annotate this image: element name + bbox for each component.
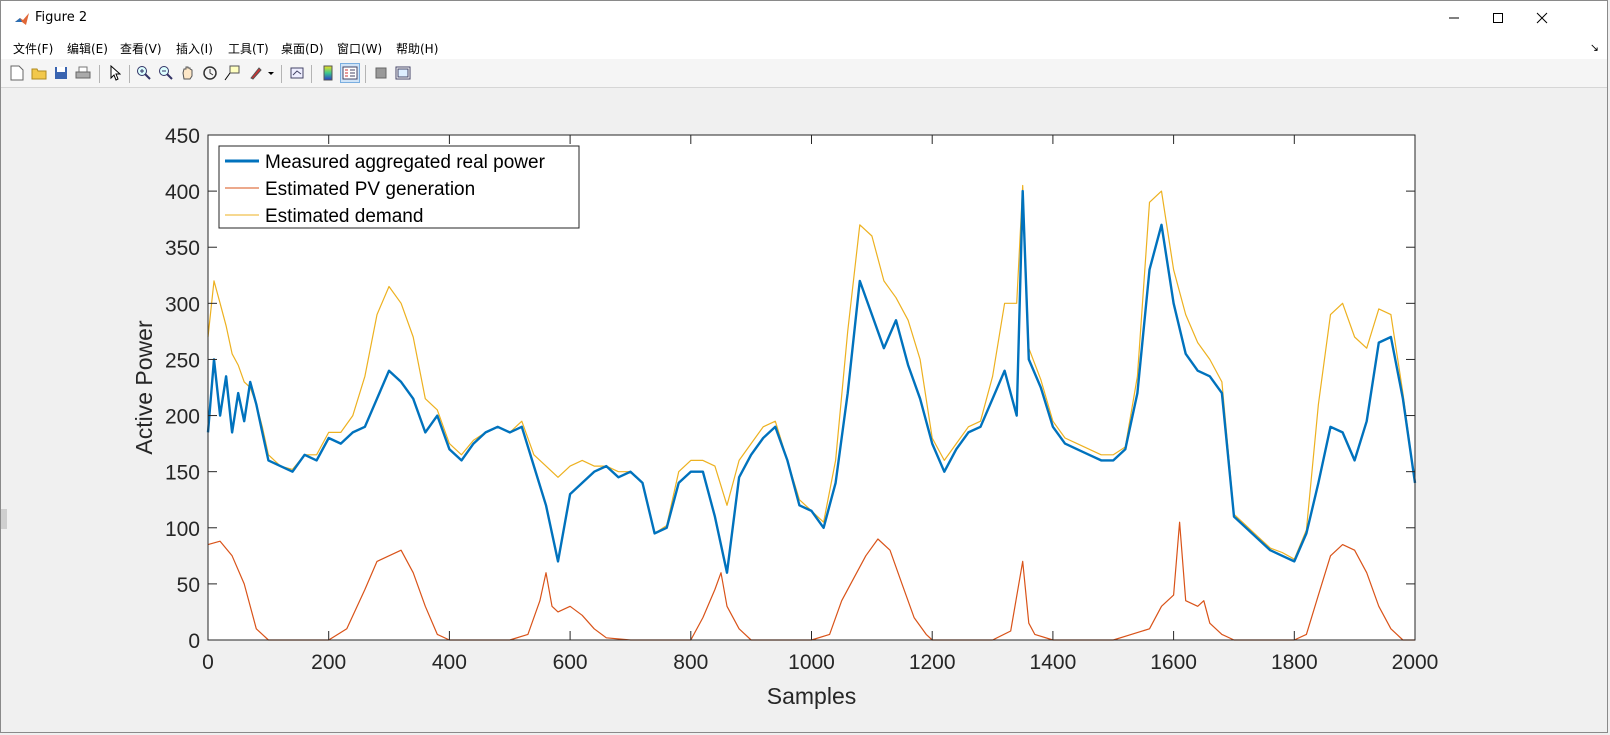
legend-box [218, 145, 580, 229]
y-tick-label: 400 [165, 181, 200, 204]
new-figure-icon [10, 65, 24, 81]
legend-button[interactable] [340, 63, 360, 83]
print-icon [75, 66, 91, 79]
series-line-pv[interactable] [207, 521, 1415, 641]
close-icon [1536, 12, 1548, 24]
y-axis-label: Active Power [131, 320, 157, 455]
hide-plot-tools-button[interactable] [371, 63, 391, 83]
matlab-logo-icon [14, 11, 30, 27]
brush-icon [250, 67, 262, 80]
zoom-in-icon [137, 66, 151, 80]
x-tick-label: 1800 [1271, 651, 1318, 674]
rotate-3d-button[interactable] [200, 63, 220, 83]
menu-desktop[interactable]: 桌面(D) [281, 42, 324, 56]
menu-help[interactable]: 帮助(H) [396, 42, 439, 56]
colorbar-button[interactable] [318, 63, 338, 83]
figure-toolbar [1, 59, 1607, 88]
show-plot-tools-button[interactable] [393, 63, 413, 83]
legend-entry-pv: Estimated PV generation [265, 179, 475, 200]
tick-layer: 0 200 400 600 800 1000 1200 1400 1600 1800 2000 0 50… [165, 125, 1438, 674]
open-file-button[interactable] [29, 63, 49, 83]
menu-tools[interactable]: 工具(T) [228, 42, 269, 56]
hide-plot-tools-icon [375, 67, 387, 79]
zoom-out-icon [159, 66, 173, 80]
zoom-in-button[interactable] [134, 63, 154, 83]
menu-file[interactable]: 文件(F) [13, 42, 54, 56]
save-button[interactable] [51, 63, 71, 83]
y-tick-label: 450 [165, 125, 200, 148]
figure-canvas: 0 200 400 600 800 1000 1200 1400 1600 1800 2000 0 50… [7, 89, 1601, 729]
edit-plot-button[interactable] [105, 63, 125, 83]
edit-plot-arrow-icon [110, 65, 121, 81]
y-tick-label: 300 [165, 293, 200, 316]
toolbar-separator [129, 65, 130, 83]
link-plot-button[interactable] [287, 63, 307, 83]
y-tick-label: 150 [165, 462, 200, 485]
y-tick-label: 50 [177, 574, 200, 597]
legend-icon [342, 66, 358, 80]
show-plot-tools-icon [395, 66, 411, 80]
x-tick-label: 400 [432, 651, 467, 674]
y-tick-label: 0 [188, 630, 200, 653]
x-axis-label: Samples [767, 683, 856, 709]
minimize-button[interactable] [1431, 1, 1477, 35]
zoom-out-button[interactable] [156, 63, 176, 83]
plot-axes[interactable]: 0 200 400 600 800 1000 1200 1400 1600 1800 2000 0 50… [7, 89, 1601, 729]
pan-button[interactable] [178, 63, 198, 83]
save-icon [55, 67, 67, 79]
menu-window[interactable]: 窗口(W) [337, 42, 383, 56]
minimize-icon [1449, 17, 1459, 19]
x-tick-label: 1200 [909, 651, 956, 674]
x-tick-label: 800 [673, 651, 708, 674]
resize-edge [1, 509, 7, 529]
print-button[interactable] [73, 63, 93, 83]
toolbar-separator [99, 65, 100, 83]
x-tick-label: 1000 [788, 651, 835, 674]
dock-arrow-icon[interactable]: ↘ [1589, 41, 1599, 54]
y-tick-label: 200 [165, 406, 200, 429]
data-cursor-icon [224, 65, 240, 81]
close-button[interactable] [1519, 1, 1565, 35]
rotate-3d-icon [203, 66, 217, 80]
toolbar-separator [281, 65, 282, 83]
x-tick-label: 2000 [1392, 651, 1439, 674]
y-tick-label: 250 [165, 349, 200, 372]
maximize-icon [1493, 13, 1503, 23]
maximize-button[interactable] [1475, 1, 1521, 35]
x-tick-label: 1400 [1030, 651, 1077, 674]
x-tick-label: 0 [202, 651, 214, 674]
brush-dropdown[interactable] [266, 63, 276, 83]
dropdown-arrow-icon [268, 72, 274, 75]
window-title: Figure 2 [35, 10, 88, 25]
y-tick-label: 100 [165, 518, 200, 541]
menu-view[interactable]: 查看(V) [120, 42, 162, 56]
menu-insert[interactable]: 插入(I) [176, 42, 213, 56]
y-tick-label: 350 [165, 237, 200, 260]
new-figure-button[interactable] [7, 63, 27, 83]
menu-bar: 文件(F) 编辑(E) 查看(V) 插入(I) 工具(T) 桌面(D) 窗口(W… [1, 35, 1607, 59]
series-line-measured[interactable] [206, 189, 1417, 574]
x-tick-label: 1600 [1150, 651, 1197, 674]
colorbar-icon [323, 65, 333, 81]
link-plot-icon [290, 67, 304, 79]
brush-button[interactable] [246, 63, 266, 83]
toolbar-separator [311, 65, 312, 83]
legend-entry-demand: Estimated demand [265, 206, 423, 227]
open-file-icon [31, 68, 47, 80]
menu-edit[interactable]: 编辑(E) [67, 42, 108, 56]
data-cursor-button[interactable] [222, 63, 242, 83]
pan-hand-icon [182, 66, 193, 80]
x-tick-label: 200 [311, 651, 346, 674]
legend[interactable]: Measured aggregated real power Estimated… [218, 145, 580, 229]
title-bar: Figure 2 [1, 1, 1607, 35]
x-tick-label: 600 [553, 651, 588, 674]
series-layer [206, 184, 1417, 641]
toolbar-separator [365, 65, 366, 83]
legend-entry-measured: Measured aggregated real power [265, 152, 546, 173]
